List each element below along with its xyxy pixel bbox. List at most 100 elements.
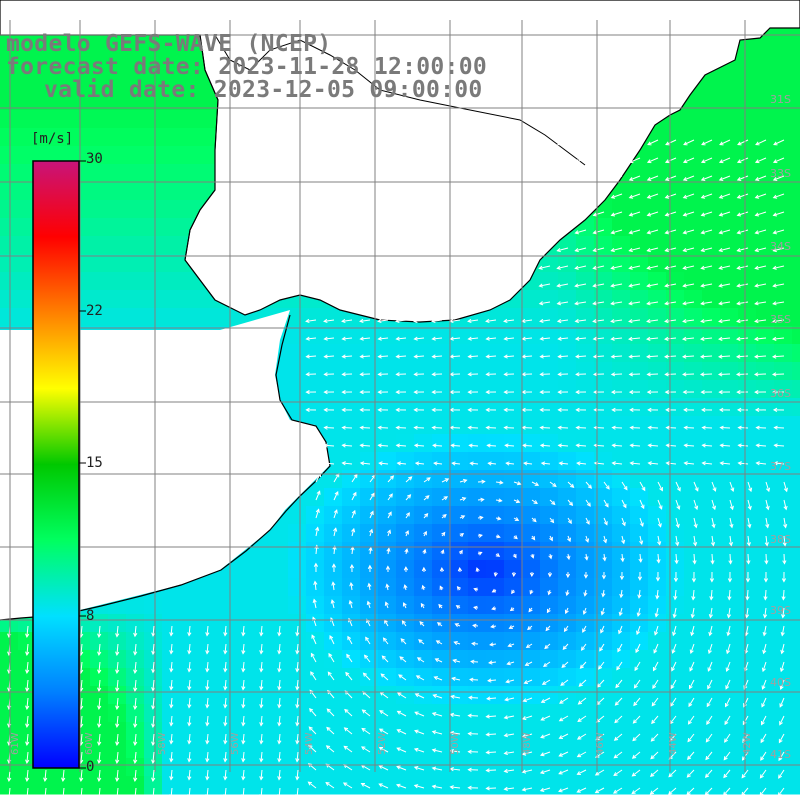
- speed-cell: [792, 704, 800, 723]
- speed-cell: [360, 470, 379, 489]
- wind-arrow: [369, 474, 376, 483]
- wind-arrow-head: [593, 407, 598, 413]
- wind-arrow-head: [521, 787, 527, 792]
- wind-arrow: [343, 782, 353, 789]
- wind-arrow-head: [592, 212, 598, 217]
- wind-arrow: [278, 643, 281, 654]
- wind-arrow-head: [628, 318, 633, 324]
- wind-arrow: [611, 157, 623, 163]
- wind-arrow-head: [576, 735, 582, 740]
- wind-arrow: [559, 733, 569, 739]
- wind-arrow-head: [503, 354, 508, 359]
- wind-arrow: [116, 769, 119, 781]
- wind-arrow-head: [552, 482, 557, 487]
- wind-arrow: [324, 319, 335, 322]
- wind-arrow-head: [449, 712, 455, 717]
- speed-cell: [612, 362, 631, 381]
- wind-arrow-head: [151, 705, 156, 710]
- speed-cell: [540, 254, 559, 273]
- speed-cell: [792, 488, 800, 507]
- wind-arrow: [755, 247, 767, 252]
- speed-cell: [126, 218, 145, 237]
- speed-cell: [486, 758, 505, 777]
- wind-arrow: [651, 715, 659, 724]
- wind-arrow: [526, 643, 533, 648]
- wind-arrow-head: [97, 687, 102, 692]
- wind-arrow: [504, 769, 515, 772]
- wind-arrow: [414, 748, 425, 753]
- wind-arrow-head: [525, 644, 531, 648]
- wind-arrow: [666, 444, 677, 447]
- speed-cell: [18, 182, 37, 201]
- wind-arrow-head: [700, 283, 705, 288]
- wind-arrow-head: [762, 631, 767, 637]
- wind-arrow-head: [673, 595, 678, 601]
- speed-cell: [144, 722, 163, 741]
- speed-cell: [558, 596, 577, 615]
- speed-cell: [612, 254, 631, 273]
- speed-cell: [666, 416, 685, 435]
- wind-arrow: [701, 193, 713, 199]
- wind-arrow: [451, 444, 461, 447]
- wind-arrow: [675, 535, 679, 546]
- wind-arrow-head: [628, 336, 633, 341]
- speed-cell: [792, 560, 800, 579]
- wind-arrow-head: [431, 766, 437, 771]
- speed-cell: [306, 326, 325, 345]
- wind-arrow-head: [772, 336, 777, 341]
- speed-cell: [792, 632, 800, 651]
- speed-cell: [612, 326, 631, 345]
- wind-arrow-head: [646, 247, 651, 253]
- wind-arrow: [683, 265, 695, 269]
- wind-arrow: [188, 787, 191, 798]
- wind-arrow-head: [396, 461, 402, 466]
- wind-arrow-head: [485, 714, 490, 719]
- wind-arrow: [593, 193, 605, 199]
- speed-cell: [324, 434, 343, 453]
- wind-arrow: [170, 643, 173, 654]
- speed-cell: [630, 704, 649, 723]
- wind-arrow: [723, 751, 731, 761]
- speed-cell: [360, 704, 379, 723]
- speed-cell: [180, 92, 199, 111]
- wind-arrow-head: [743, 703, 747, 708]
- wind-arrow-head: [779, 667, 785, 673]
- wind-arrow-head: [664, 372, 669, 377]
- speed-cell: [576, 344, 595, 363]
- wind-arrow-head: [718, 407, 724, 412]
- wind-arrow: [719, 301, 731, 305]
- wind-arrow-head: [151, 687, 156, 692]
- wind-arrow-head: [277, 668, 282, 673]
- speed-cell: [198, 686, 217, 705]
- speed-cell: [306, 506, 325, 525]
- speed-cell: [108, 722, 127, 741]
- wind-arrow-head: [736, 265, 741, 270]
- wind-arrow: [333, 491, 339, 501]
- wind-arrow: [80, 715, 83, 727]
- wind-arrow-head: [771, 372, 777, 377]
- wind-arrow: [116, 787, 119, 799]
- wind-arrow-head: [377, 425, 382, 430]
- speed-cell: [594, 488, 613, 507]
- speed-cell: [450, 740, 469, 759]
- wind-arrow: [683, 211, 695, 216]
- wind-arrow: [765, 517, 769, 528]
- speed-cell: [0, 290, 19, 309]
- wind-arrow-head: [169, 758, 174, 763]
- speed-cell: [378, 560, 397, 579]
- wind-arrow-head: [539, 372, 544, 377]
- wind-arrow: [432, 712, 443, 717]
- wind-arrow-head: [545, 626, 550, 632]
- wind-arrow: [779, 715, 785, 725]
- speed-cell: [756, 722, 775, 741]
- wind-arrow-head: [754, 230, 759, 235]
- speed-cell: [738, 362, 757, 381]
- wind-arrow: [647, 283, 659, 287]
- speed-cell: [684, 560, 703, 579]
- speed-cell: [108, 38, 127, 57]
- wind-arrow-head: [778, 774, 782, 779]
- wind-arrow: [639, 517, 644, 527]
- wind-arrow-head: [413, 766, 419, 771]
- speed-cell: [558, 434, 577, 453]
- wind-arrow: [188, 715, 191, 726]
